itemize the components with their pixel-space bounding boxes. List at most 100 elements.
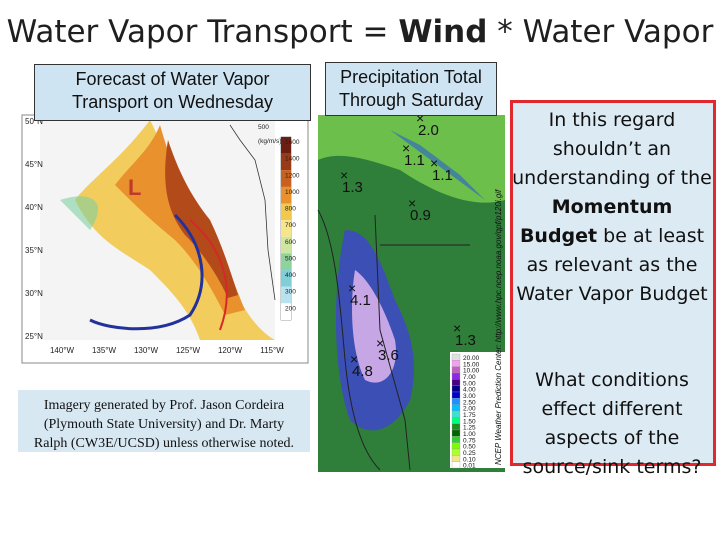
question-box (510, 100, 716, 466)
heading-line: Transport on Wednesday (71, 92, 274, 112)
heading-line: Precipitation Total (340, 67, 482, 87)
latitude-label: 40°N (25, 203, 43, 212)
latitude-label: 50°N (25, 117, 43, 126)
caption-line: Ralph (CW3E/UCSD) unless otherwise noted… (33, 436, 295, 451)
station-value: 4.1 (350, 292, 371, 309)
legend-label: 20.00 (463, 355, 480, 362)
legend-swatch (451, 442, 461, 450)
longitude-label: 120°W (218, 346, 243, 355)
vector-key: (kg/m/s) (258, 138, 281, 145)
legend-swatch (451, 461, 461, 469)
legend-swatch (451, 455, 461, 462)
station-value: 4.8 (352, 363, 373, 380)
legend-swatch (451, 372, 461, 380)
colorbar-label: 1400 (285, 156, 300, 163)
question-bold: Momentum Budget (519, 196, 673, 247)
station-marker: × (376, 335, 384, 351)
colorbar-swatch (281, 203, 291, 221)
middle-heading: Precipitation Total Through Saturday (325, 62, 497, 116)
colorbar-label: 500 (285, 255, 296, 262)
station-value: 1.3 (342, 179, 363, 196)
low-label: L (128, 175, 141, 200)
station-value: 2.0 (418, 122, 439, 139)
station-marker: × (430, 155, 438, 171)
vector-key: 500 (258, 124, 269, 131)
legend-label: 10.00 (463, 368, 480, 375)
colorbar-label: 200 (285, 305, 296, 312)
station-marker: × (453, 320, 461, 336)
colorbar-swatch (281, 253, 291, 271)
question-text: In this regard shouldn’t an understandin… (512, 109, 712, 189)
legend-label: 0.50 (463, 444, 476, 451)
legend-label: 2.50 (463, 399, 476, 406)
legend-swatch (451, 353, 461, 361)
station-marker: × (348, 280, 356, 296)
question-text: be at least as relevant as the Water Vap… (516, 225, 708, 305)
station-marker: × (408, 195, 416, 211)
precip-light (318, 115, 505, 203)
colorbar-swatch (281, 220, 291, 237)
legend-label: 15.00 (463, 361, 480, 368)
left-heading: Forecast of Water Vapor Transport on Wedn… (34, 64, 311, 121)
heading-line: Through Saturday (338, 90, 484, 110)
colorbar-label: 800 (285, 206, 296, 213)
station-value: 1.3 (455, 332, 476, 349)
colorbar-label: 1200 (285, 172, 300, 179)
colorbar-swatch (281, 186, 291, 204)
legend-swatch (451, 429, 461, 437)
longitude-label: 130°W (134, 346, 159, 355)
legend-swatch (451, 404, 461, 412)
legend-swatch (451, 423, 461, 431)
legend-label: 4.00 (463, 387, 476, 394)
latitude-label: 45°N (25, 160, 43, 169)
legend-label: 5.00 (463, 380, 476, 387)
station-marker: × (402, 140, 410, 156)
longitude-label: 140°W (50, 346, 75, 355)
latitude-label: 35°N (25, 246, 43, 255)
station-value: 1.1 (432, 167, 453, 184)
colorbar-label: 700 (285, 222, 296, 229)
colorbar-swatch (281, 286, 291, 304)
coastline (317, 209, 381, 471)
shade (60, 196, 99, 230)
colorbar-label: 1000 (285, 189, 300, 196)
legend-swatch (451, 436, 461, 443)
caption-line: Imagery generated by Prof. Jason Cordeir… (43, 398, 285, 413)
colorbar-label: 600 (285, 239, 296, 246)
station-value: 3.6 (378, 347, 399, 364)
colorbar-swatch (281, 137, 291, 154)
longitude-label: 125°W (176, 346, 201, 355)
colorbar-label: 400 (285, 272, 296, 279)
coastline (229, 124, 276, 301)
legend-swatch (451, 385, 461, 393)
legend-swatch (451, 417, 461, 424)
colorbar-swatch (281, 153, 291, 171)
longitude-label: 115°W (260, 346, 284, 355)
legend-swatch (451, 410, 461, 418)
station-marker: × (350, 351, 358, 367)
station-marker: × (416, 110, 424, 126)
latitude-label: 25°N (25, 332, 43, 341)
caption: Imagery generated by Prof. Jason Cordeir… (18, 390, 310, 452)
latitude-label: 30°N (25, 289, 43, 298)
legend-label: 1.00 (463, 431, 476, 438)
legend-swatch (451, 360, 461, 367)
legend-label: 0.01 (463, 463, 476, 470)
title-text: * Water Vapor (487, 14, 714, 50)
state-border (374, 214, 411, 471)
colorbar-swatch (281, 170, 291, 187)
question-2: What conditions effect different aspects… (522, 369, 702, 478)
slide-title: Water Vapor Transport = Wind * Water Vap… (0, 14, 720, 50)
question-1: In this regard shouldn’t an understandin… (512, 106, 712, 309)
colorbar-label: 300 (285, 289, 296, 296)
longitude-label: 135°W (92, 346, 117, 355)
legend-swatch (451, 366, 461, 374)
station-marker: × (340, 167, 348, 183)
legend-swatch (451, 398, 461, 405)
legend-label: 1.50 (463, 418, 476, 425)
heading-line: Forecast of Water Vapor (75, 69, 270, 89)
legend-label: 1.75 (463, 412, 476, 419)
colorbar-swatch (281, 303, 291, 320)
legend-label: 7.00 (463, 374, 476, 381)
